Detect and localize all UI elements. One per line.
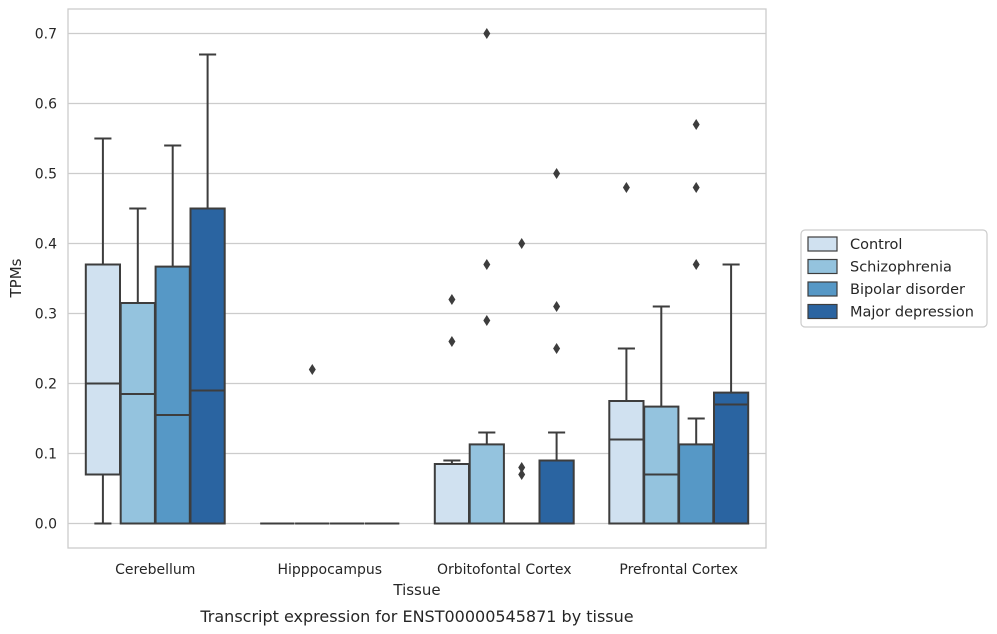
box-iqr (538, 459, 575, 525)
box-control (433, 294, 471, 525)
box-major-depression (538, 168, 575, 525)
box-control (608, 182, 645, 525)
y-tick-labels: 0.0 0.1 0.2 0.3 0.4 0.5 0.6 0.7 (35, 27, 57, 533)
legend-swatch (807, 236, 838, 252)
outlier-point (692, 119, 700, 130)
outlier-point (483, 259, 491, 270)
legend-frame (800, 229, 988, 328)
box-schizophrenia (295, 364, 330, 525)
box-control (84, 137, 122, 525)
legend-label: Bipolar disorder (850, 282, 965, 298)
y-tick-label: 0.2 (35, 377, 57, 393)
box-iqr (119, 302, 156, 525)
outlier-point (692, 259, 700, 270)
x-tick-label: Orbitofontal Cortex (437, 562, 572, 578)
x-axis-label: Tissue (392, 581, 440, 599)
legend-label: Control (850, 237, 902, 253)
outlier-point (692, 182, 700, 193)
y-tick-label: 0.7 (35, 27, 57, 43)
legend-label: Schizophrenia (850, 260, 952, 276)
y-tick-label: 0.3 (35, 307, 57, 323)
box-series (84, 28, 750, 525)
box-iqr (433, 463, 471, 525)
y-tick-label: 0.0 (35, 517, 57, 533)
outlier-point (518, 462, 526, 473)
outlier-point (483, 315, 491, 326)
box-schizophrenia (468, 28, 505, 525)
outlier-point (518, 469, 526, 480)
outlier-point (448, 336, 456, 347)
box-iqr (712, 391, 750, 525)
x-tick-labels: Cerebellum Hipppocampus Orbitofontal Corte… (115, 562, 738, 578)
box-major-depression (712, 263, 750, 525)
outlier-point (448, 294, 456, 305)
y-tick-label: 0.1 (35, 447, 57, 463)
outlier-point (518, 238, 526, 249)
box-major-depression (189, 53, 226, 525)
box-iqr (154, 265, 191, 525)
box-schizophrenia (643, 305, 680, 525)
y-tick-label: 0.4 (35, 237, 57, 253)
outlier-point (308, 364, 316, 375)
legend-swatch (807, 258, 838, 275)
box-iqr (189, 207, 226, 525)
outlier-point (483, 28, 491, 39)
legend-swatch (807, 281, 838, 297)
x-tick-label: Cerebellum (115, 562, 195, 578)
box-iqr (468, 443, 505, 525)
box-bipolar-disorder (504, 238, 539, 525)
y-tick-label: 0.6 (35, 97, 57, 113)
box-iqr (678, 443, 715, 525)
legend-label: Major depression (850, 305, 974, 321)
box-iqr (643, 405, 680, 525)
legend: Control Schizophrenia Bipolar disorder Majo… (800, 229, 988, 328)
box-iqr (84, 263, 122, 476)
plot-frame (67, 8, 767, 549)
outlier-point (553, 301, 561, 312)
outlier-point (553, 343, 561, 354)
outlier-point (622, 182, 630, 193)
box-iqr (608, 400, 645, 525)
x-tick-label: Hipppocampus (277, 562, 382, 578)
outlier-point (553, 168, 561, 179)
box-bipolar-disorder (678, 119, 715, 525)
y-tick-label: 0.5 (35, 167, 57, 183)
box-schizophrenia (119, 207, 156, 525)
chart-caption: Transcript expression for ENST0000054587… (199, 607, 633, 626)
box-bipolar-disorder (154, 144, 191, 525)
legend-swatch (807, 303, 838, 320)
y-axis-label: TPMs (7, 258, 25, 298)
x-tick-label: Prefrontal Cortex (619, 562, 738, 578)
